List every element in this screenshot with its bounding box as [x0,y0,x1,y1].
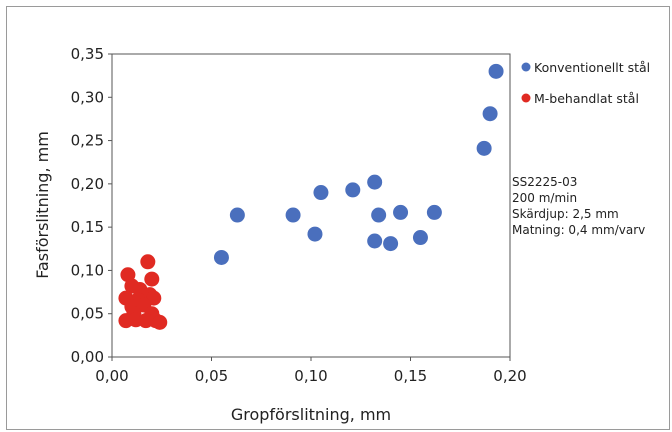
x-axis: 0,00 0,05 0,10 0,15 0,20 [95,357,527,385]
x-tick-label: 0,10 [294,367,327,385]
data-point-konventionellt [307,226,323,242]
data-point-konventionellt [229,207,245,223]
data-point-konventionellt [488,63,504,79]
x-tick-label: 0,20 [493,367,526,385]
legend: Konventionellt stål M-behandlat stål [521,60,650,106]
y-tick-label: 0,30 [71,88,104,106]
data-point-konventionellt [412,230,428,246]
y-axis: 0,00 0,05 0,10 0,15 0,20 0,25 0,30 0,35 [71,45,112,366]
data-point-konventionellt [367,233,383,249]
data-point-m-behandlat [140,254,156,270]
y-tick-label: 0,20 [71,175,104,193]
legend-label-m-behandlat: M-behandlat stål [534,91,639,106]
data-point-m-behandlat [152,314,168,330]
data-point-m-behandlat [120,267,136,283]
y-tick-label: 0,15 [71,218,104,236]
data-point-konventionellt [476,140,492,156]
legend-label-konventionellt: Konventionellt stål [534,60,650,75]
y-axis-title: Fasförslitning, mm [33,131,52,279]
x-tick-label: 0,05 [195,367,228,385]
plot-area [111,53,511,358]
data-point-konventionellt [371,207,387,223]
note-line: SS2225-03 [512,175,577,189]
y-tick-label: 0,25 [71,132,104,150]
data-point-konventionellt [383,236,399,252]
note-line: 200 m/min [512,191,577,205]
data-point-konventionellt [213,249,229,265]
y-tick-label: 0,10 [71,261,104,279]
legend-marker-m-behandlat [521,93,531,103]
data-point-konventionellt [285,207,301,223]
data-point-konventionellt [313,185,329,201]
data-points [118,63,504,330]
y-tick-label: 0,05 [71,305,104,323]
data-point-konventionellt [426,204,442,220]
x-tick-label: 0,15 [394,367,427,385]
test-conditions-note: SS2225-03 200 m/min Skärdjup: 2,5 mm Mat… [512,175,645,237]
data-point-konventionellt [393,204,409,220]
data-point-konventionellt [482,106,498,122]
data-point-konventionellt [345,182,361,198]
x-axis-title: Gropförslitning, mm [231,405,391,424]
legend-marker-konventionellt [521,62,531,72]
data-point-m-behandlat [144,271,160,287]
y-tick-label: 0,00 [71,348,104,366]
y-tick-label: 0,35 [71,45,104,63]
note-line: Matning: 0,4 mm/varv [512,223,645,237]
note-line: Skärdjup: 2,5 mm [512,207,619,221]
x-tick-label: 0,00 [95,367,128,385]
data-point-konventionellt [367,174,383,190]
